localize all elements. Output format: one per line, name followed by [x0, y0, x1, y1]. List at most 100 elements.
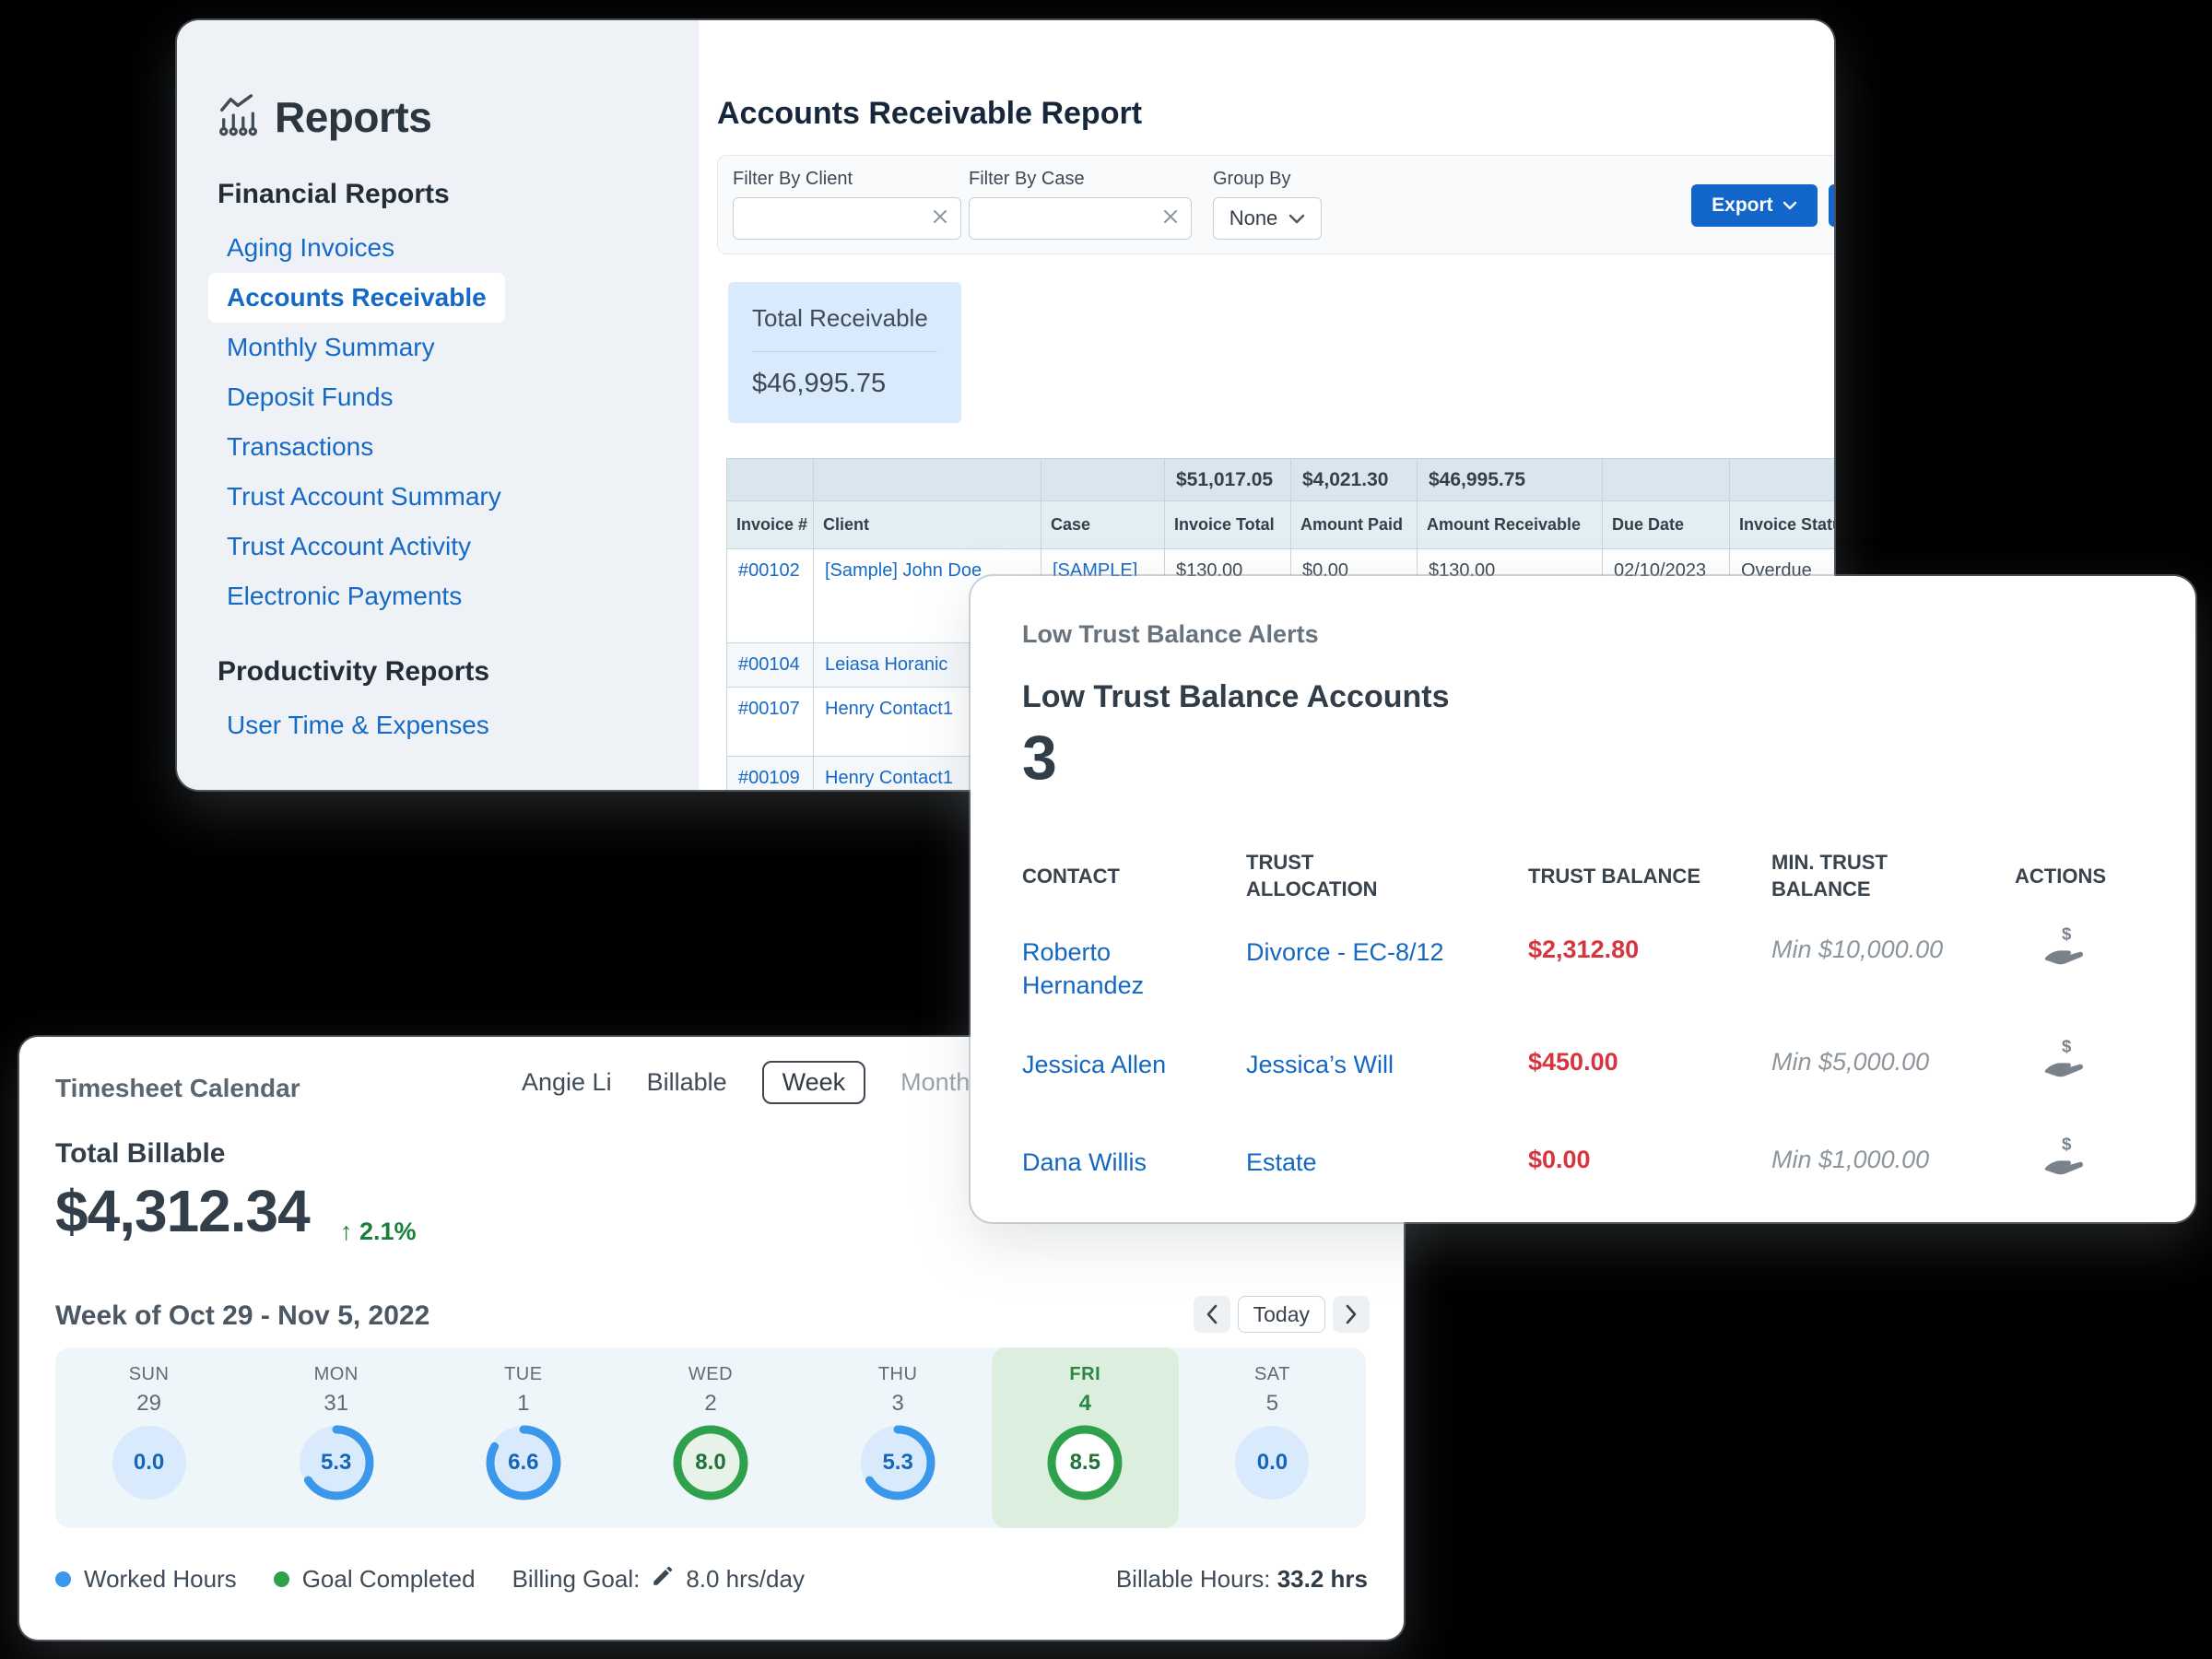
col-trust-balance: TRUST BALANCE	[1528, 864, 1700, 888]
day-number: 5	[1265, 1391, 1279, 1416]
low-trust-count: 3	[1022, 723, 1057, 793]
billable-hours-value: 33.2 hrs	[1277, 1565, 1368, 1593]
hours-ring[interactable]: 8.5	[1046, 1424, 1124, 1501]
billable-filter[interactable]: Billable	[646, 1068, 727, 1096]
day-number: 2	[704, 1391, 717, 1416]
week-toggle[interactable]: Week	[761, 1061, 866, 1104]
day-number: 4	[1078, 1391, 1091, 1416]
sidebar-item-trust-account-summary[interactable]: Trust Account Summary	[227, 482, 501, 511]
hours-value: 8.5	[1069, 1450, 1100, 1475]
allocation-link[interactable]: Estate	[1246, 1148, 1317, 1176]
hours-ring[interactable]: 0.0	[1233, 1424, 1311, 1501]
sidebar-item-trust-account-activity[interactable]: Trust Account Activity	[227, 532, 472, 560]
sidebar-item-aging-invoices[interactable]: Aging Invoices	[227, 233, 395, 262]
hours-ring[interactable]: 5.3	[298, 1424, 375, 1501]
contact-link[interactable]: Roberto Hernandez	[1022, 938, 1145, 1000]
filter-by-case-input[interactable]	[981, 206, 1161, 230]
next-week-button[interactable]	[1333, 1296, 1370, 1333]
hours-value: 0.0	[1256, 1450, 1288, 1475]
sidebar-item-electronic-payments[interactable]: Electronic Payments	[227, 582, 463, 610]
hours-ring[interactable]: 5.3	[859, 1424, 936, 1501]
filter-by-client-input[interactable]	[745, 206, 931, 230]
legend-goal-label: Goal Completed	[301, 1565, 476, 1593]
col-amount-paid: Amount Paid	[1290, 500, 1418, 549]
section-financial-reports: Financial Reports	[218, 179, 450, 209]
day-number: 1	[517, 1391, 530, 1416]
billing-goal: Billing Goal: 8.0 hrs/day	[512, 1564, 805, 1594]
day-cell-thu[interactable]: THU 3 5.3	[805, 1347, 992, 1528]
col-min-trust-balance: MIN. TRUST BALANCE	[1771, 851, 1888, 900]
run-report-button[interactable]: Run Report	[1828, 184, 1834, 227]
contact-link[interactable]: Jessica Allen	[1022, 1051, 1167, 1078]
day-label: MON	[313, 1364, 359, 1384]
invoice-link[interactable]: #00104	[726, 642, 814, 688]
svg-text:$: $	[2062, 1037, 2072, 1056]
day-cell-fri[interactable]: FRI 4 8.5	[991, 1347, 1179, 1528]
allocation-link[interactable]: Jessica’s Will	[1246, 1051, 1394, 1078]
invoice-link[interactable]: #00107	[726, 687, 814, 757]
worked-hours-dot-icon	[55, 1571, 71, 1587]
day-cell-mon[interactable]: MON 31 5.3	[242, 1347, 429, 1528]
col-due-date: Due Date	[1602, 500, 1730, 549]
min-trust-balance-value: Min $5,000.00	[1771, 1048, 1930, 1076]
total-billable-label: Total Billable	[55, 1138, 226, 1169]
timesheet-title: Timesheet Calendar	[55, 1074, 300, 1102]
today-button[interactable]: Today	[1237, 1296, 1325, 1333]
day-cell-tue[interactable]: TUE 1 6.6	[429, 1347, 617, 1528]
filter-by-case-label: Filter By Case	[969, 169, 1085, 189]
sidebar-item-transactions[interactable]: Transactions	[227, 432, 374, 461]
day-number: 3	[891, 1391, 904, 1416]
trust-balance-value: $450.00	[1528, 1048, 1618, 1076]
filter-by-client-field: Filter By Client	[733, 169, 961, 240]
day-number: 31	[324, 1391, 349, 1416]
clear-case-filter-icon[interactable]	[1161, 207, 1180, 230]
col-actions: ACTIONS	[2015, 864, 2106, 888]
day-number: 29	[136, 1391, 161, 1416]
billing-goal-value: 8.0 hrs/day	[686, 1565, 805, 1593]
billable-change-badge: ↑ 2.1%	[340, 1218, 417, 1245]
invoice-link[interactable]: #00102	[726, 548, 814, 643]
hours-ring[interactable]: 6.6	[485, 1424, 562, 1501]
reports-chart-icon	[218, 93, 260, 141]
contact-link[interactable]: Dana Willis	[1022, 1148, 1147, 1176]
total-receivable-card: Total Receivable $46,995.75	[728, 282, 961, 423]
sidebar-item-user-time-expenses[interactable]: User Time & Expenses	[227, 711, 489, 739]
hours-value: 6.6	[508, 1450, 539, 1475]
request-funds-icon[interactable]: $	[2040, 1035, 2091, 1087]
day-label: TUE	[504, 1364, 543, 1384]
day-cell-wed[interactable]: WED 2 8.0	[617, 1347, 804, 1528]
edit-pencil-icon[interactable]	[651, 1564, 675, 1594]
hours-ring[interactable]: 8.0	[672, 1424, 749, 1501]
chevron-down-icon	[1783, 194, 1797, 217]
group-by-select[interactable]: None	[1213, 197, 1322, 240]
user-filter[interactable]: Angie Li	[522, 1068, 612, 1096]
reports-header: Reports	[218, 92, 699, 142]
group-by-field: Group By None	[1213, 169, 1322, 240]
col-trust-allocation: TRUST ALLOCATION	[1246, 851, 1378, 900]
day-cell-sun[interactable]: SUN 29 0.0	[55, 1347, 242, 1528]
section-productivity-reports: Productivity Reports	[218, 656, 490, 687]
day-label: FRI	[1069, 1364, 1101, 1384]
sidebar-item-deposit-funds[interactable]: Deposit Funds	[227, 382, 394, 411]
totals-invoice-total: $51,017.05	[1164, 458, 1291, 501]
group-by-label: Group By	[1213, 169, 1291, 189]
col-invoice-total: Invoice Total	[1164, 500, 1291, 549]
table-totals-row: $51,017.05 $4,021.30 $46,995.75	[726, 458, 1834, 501]
previous-week-button[interactable]	[1193, 1296, 1230, 1333]
total-receivable-label: Total Receivable	[752, 304, 928, 332]
hours-ring[interactable]: 0.0	[111, 1424, 188, 1501]
month-toggle[interactable]: Month	[900, 1068, 971, 1096]
sidebar-item-monthly-summary[interactable]: Monthly Summary	[227, 333, 435, 361]
export-button[interactable]: Export	[1691, 184, 1818, 227]
allocation-link[interactable]: Divorce - EC-8/12	[1246, 938, 1444, 966]
request-funds-icon[interactable]: $	[2040, 923, 2091, 974]
clear-client-filter-icon[interactable]	[931, 207, 949, 230]
col-case: Case	[1041, 500, 1165, 549]
invoice-link[interactable]: #00109	[726, 756, 814, 790]
sidebar-item-accounts-receivable[interactable]: Accounts Receivable	[208, 273, 505, 323]
col-client: Client	[813, 500, 1041, 549]
day-cell-sat[interactable]: SAT 5 0.0	[1179, 1347, 1366, 1528]
total-receivable-value: $46,995.75	[752, 369, 887, 398]
request-funds-icon[interactable]: $	[2040, 1133, 2091, 1184]
chevron-down-icon	[1288, 206, 1305, 230]
